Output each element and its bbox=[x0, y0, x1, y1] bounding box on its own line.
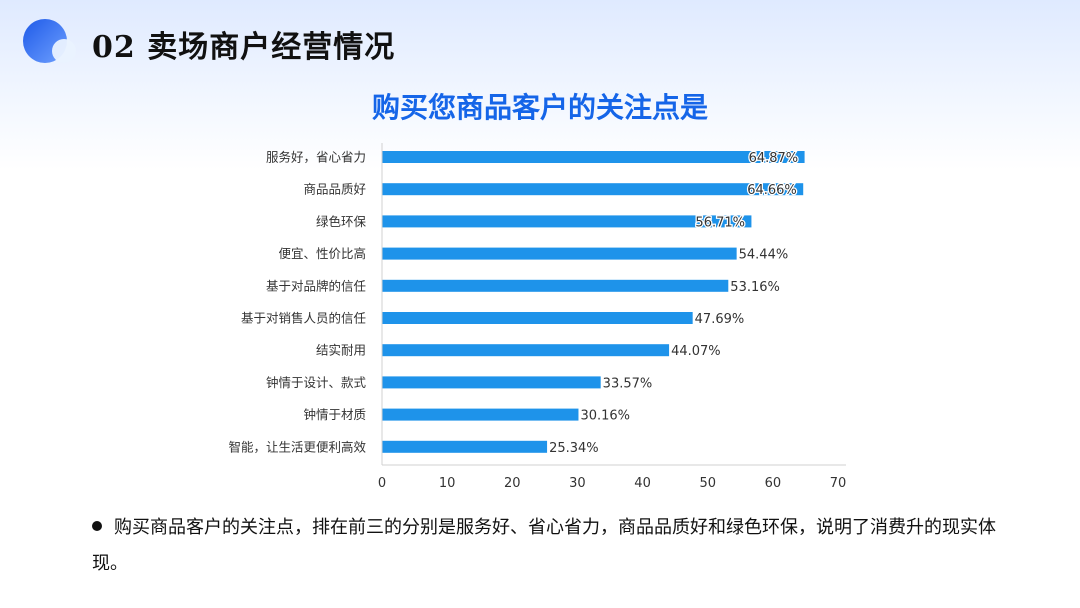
bar bbox=[382, 408, 579, 421]
data-label: 44.07% bbox=[671, 344, 721, 359]
category-label: 便宜、性价比高 bbox=[278, 246, 366, 261]
category-label: 基于对品牌的信任 bbox=[266, 278, 366, 293]
logo-circles-icon bbox=[23, 19, 76, 63]
chart-title: 购买您商品客户的关注点是 bbox=[371, 91, 708, 124]
bullet-dot-icon bbox=[92, 521, 102, 531]
logo-circle-small bbox=[52, 39, 76, 63]
data-label: 47.69% bbox=[695, 312, 745, 327]
x-tick-label: 30 bbox=[569, 476, 586, 491]
bar bbox=[382, 312, 693, 324]
data-label: 33.57% bbox=[603, 376, 653, 391]
bar bbox=[382, 440, 548, 453]
x-tick-label: 20 bbox=[504, 476, 521, 491]
category-label: 商品品质好 bbox=[303, 182, 366, 197]
data-label: 64.87% bbox=[749, 151, 799, 166]
bar bbox=[382, 279, 729, 292]
bar bbox=[382, 344, 670, 357]
bar bbox=[382, 215, 752, 228]
data-label: 56.71% bbox=[695, 215, 745, 230]
data-label: 64.66% bbox=[747, 183, 797, 198]
category-label: 基于对销售人员的信任 bbox=[241, 311, 366, 326]
bar bbox=[382, 376, 601, 389]
category-label: 服务好，省心省力 bbox=[266, 150, 366, 165]
category-label: 钟情于材质 bbox=[303, 407, 366, 422]
bar bbox=[382, 183, 804, 196]
data-label: 25.34% bbox=[549, 441, 599, 456]
data-label: 30.16% bbox=[580, 409, 630, 424]
category-label: 绿色环保 bbox=[316, 214, 367, 229]
summary-paragraph: 购买商品客户的关注点，排在前三的分别是服务好、省心省力，商品品质好和绿色环保，说… bbox=[92, 510, 1012, 582]
bar bbox=[382, 247, 737, 260]
x-tick-label: 0 bbox=[378, 476, 386, 491]
x-tick-label: 10 bbox=[439, 476, 456, 491]
data-label: 54.44% bbox=[739, 248, 789, 263]
category-label: 智能，让生活更便利高效 bbox=[228, 439, 366, 454]
x-tick-label: 50 bbox=[699, 476, 716, 491]
category-label: 钟情于设计、款式 bbox=[266, 375, 367, 390]
x-tick-label: 60 bbox=[765, 476, 782, 491]
x-tick-label: 70 bbox=[830, 476, 847, 491]
data-label: 53.16% bbox=[730, 280, 780, 295]
category-label: 结实耐用 bbox=[316, 343, 366, 358]
x-tick-label: 40 bbox=[634, 476, 651, 491]
bar bbox=[382, 151, 805, 163]
page-title: 02 卖场商户经营情况 bbox=[92, 30, 396, 65]
summary-text: 购买商品客户的关注点，排在前三的分别是服务好、省心省力，商品品质好和绿色环保，说… bbox=[92, 517, 996, 574]
